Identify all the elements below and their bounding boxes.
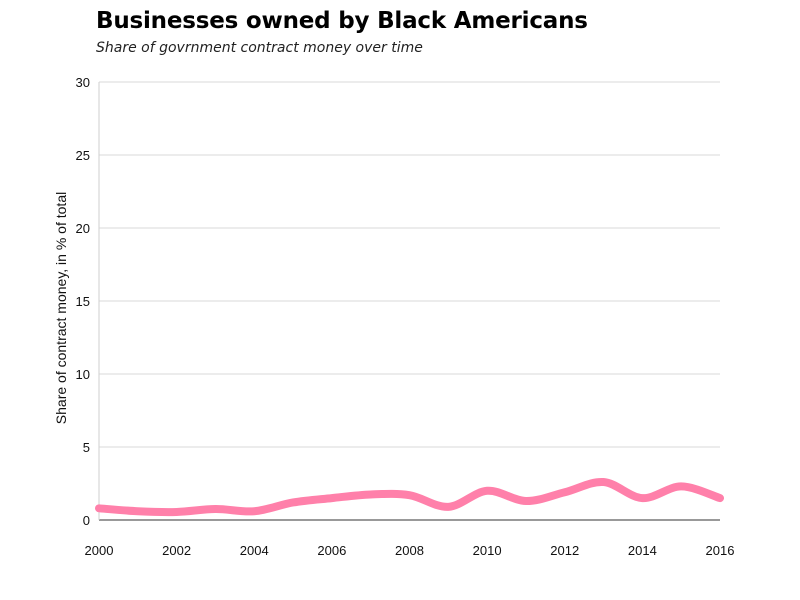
x-tick-label: 2006 [317,543,346,558]
series-line [95,478,724,517]
x-tick-label: 2000 [85,543,114,558]
y-tick-label: 25 [76,148,90,163]
data-point [487,490,488,491]
data-point [331,498,332,499]
y-tick-label: 10 [76,367,90,382]
x-tick-label: 2002 [162,543,191,558]
x-tick-label: 2010 [473,543,502,558]
x-tick-label: 2016 [706,543,735,558]
data-point [448,506,449,507]
data-point [642,498,643,499]
x-tick-label: 2012 [550,543,579,558]
chart-title: Businesses owned by Black Americans [96,8,588,34]
data-point [215,509,216,510]
x-tick-label: 2008 [395,543,424,558]
x-tick-label: 2014 [628,543,657,558]
data-point [564,492,565,493]
data-point [293,502,294,503]
y-axis-label: Share of contract money, in % of total [53,192,69,424]
y-axis-ticks: 0 5 10 15 20 25 30 [76,75,90,528]
x-axis-ticks: 2000 2002 2004 2006 2008 2010 2012 2014 2016 [85,543,735,558]
chart-subtitle: Share of govrnment contract money over t… [96,40,423,56]
x-tick-label: 2004 [240,543,269,558]
y-tick-label: 30 [76,75,90,90]
data-point [137,511,138,512]
data-point [254,511,255,512]
y-tick-label: 20 [76,221,90,236]
data-point [409,495,410,496]
y-tick-label: 0 [83,513,90,528]
data-point [370,494,371,495]
data-point [681,486,682,487]
gridlines [99,81,720,448]
data-point [720,498,721,499]
data-point [603,482,604,483]
y-tick-label: 15 [76,294,90,309]
data-point [525,501,526,502]
y-tick-label: 5 [83,440,90,455]
data-point [99,508,100,509]
series-group [95,478,724,517]
data-point [176,511,177,512]
